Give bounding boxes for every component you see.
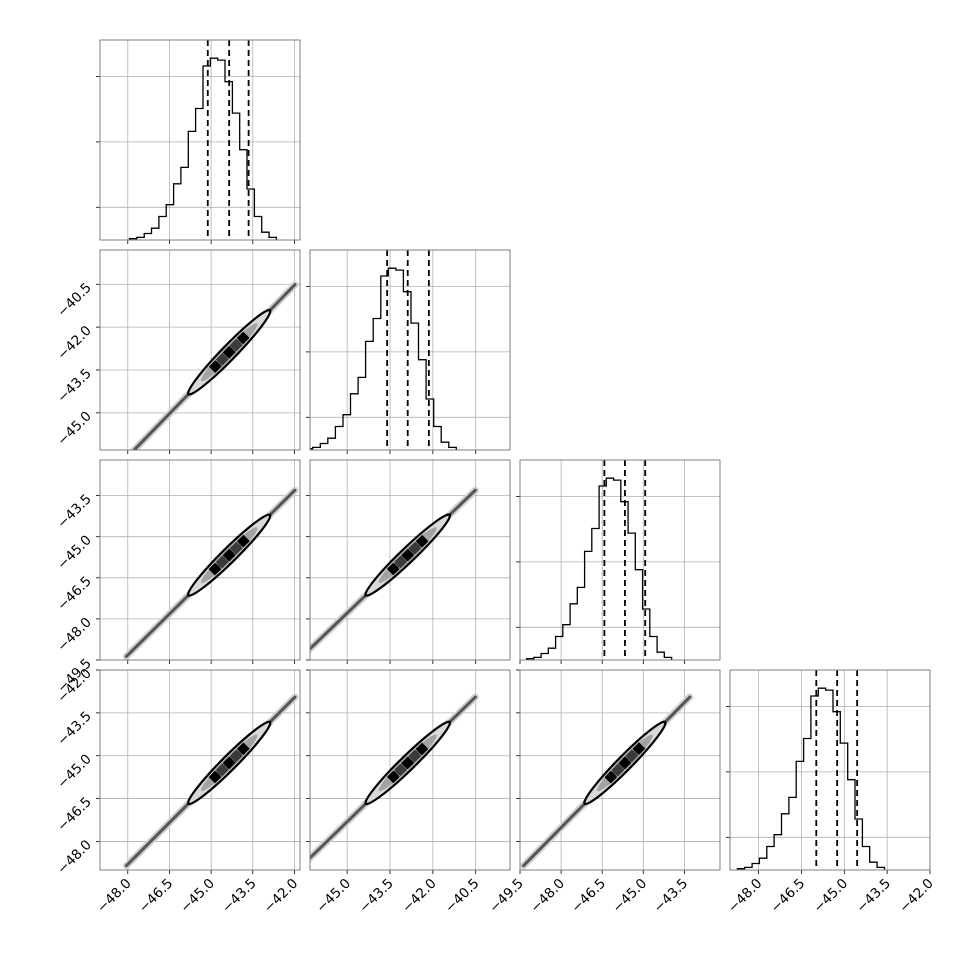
density-cell-1 [215,555,229,569]
ytick-label-2-4: −43.5 [54,491,95,532]
density-cell-4 [415,742,429,756]
xtick-label-0-0: −48.0 [94,876,135,917]
panel-2-2 [516,459,721,664]
panel-frame-0-0 [99,39,301,241]
xtick-label-1-3: −40.5 [442,876,483,917]
xtick-label-2-2: −46.5 [568,876,609,917]
xtick-label-3-1: −46.5 [768,876,809,917]
xtick-label-0-2: −45.0 [177,876,218,917]
contour-group-2-1 [364,513,452,597]
density-cell-3 [229,541,243,555]
panel-frame-1-1 [309,249,511,451]
histogram-0 [128,57,278,240]
contour-line-inner [365,514,451,596]
density-cell-2 [401,548,415,562]
histogram-3 [736,687,886,870]
panel-3-2: −49.5 −48.0 −46.5 −45.0 −43.5 [486,669,721,917]
density-cell-1 [611,763,625,777]
panel-frame-2-1 [309,459,511,661]
density-cell-3 [625,749,639,763]
ytick-label-3-1: −46.5 [54,794,95,835]
panel-3-0: −48.0−46.5−45.0−43.5−42.0−48.0 −46.5 −45.0… [54,666,301,917]
panel-frame-2-0 [99,459,301,661]
density-cell-0 [387,770,400,784]
contour-group-1-0 [186,308,272,396]
xtick-label-0-4: −42.0 [261,876,302,917]
xtick-label-1-1: −43.5 [356,876,397,917]
panel-frame-3-0 [99,669,301,871]
xtick-label-3-3: −43.5 [853,876,894,917]
panel-1-1 [306,249,511,454]
xtick-label-2-1: −48.0 [527,876,568,917]
ytick-label-2-2: −46.5 [54,573,95,614]
xtick-label-2-4: −43.5 [651,876,692,917]
panel-frame-2-2 [519,459,721,661]
ytick-label-2-1: −48.0 [54,614,95,655]
xtick-label-3-0: −48.0 [725,876,766,917]
density-cell-2 [222,756,236,770]
xtick-label-2-3: −45.0 [610,876,651,917]
contour-line-inner [584,721,666,805]
density-cell-4 [237,534,250,548]
panel-1-0: −45.0−43.5−42.0−40.5 [54,249,301,454]
density-cell-4 [415,534,429,548]
ytick-label-1-1: −43.5 [54,366,95,407]
density-cell-0 [208,562,222,576]
contour-line-inner [187,514,271,596]
ytick-label-1-3: −40.5 [54,280,95,321]
panel-2-1 [306,459,511,664]
density-cell-0 [208,360,222,374]
density-cell-1 [394,555,407,569]
density-cell-0 [386,562,400,576]
density-cell-4 [632,742,646,756]
contour-line-inner [365,721,451,805]
ytick-label-1-0: −45.0 [54,408,95,449]
panel-0-0 [96,39,301,244]
histogram-1 [310,267,457,450]
panel-frame-3-2 [519,669,721,871]
ytick-label-2-3: −45.0 [54,532,95,573]
contour-line-inner [187,721,271,805]
density-cell-3 [229,338,243,352]
panel-3-3: −48.0 −46.5 −45.0 −43.5 −42.0 [725,669,937,917]
panel-frame-1-0 [99,249,301,451]
density-cell-0 [604,770,618,784]
ytick-label-1-2: −42.0 [54,323,95,364]
density-cell-3 [408,541,422,555]
density-cell-2 [222,548,236,562]
ytick-label-3-0: −48.0 [54,837,95,878]
histogram-2 [525,477,673,660]
ytick-label-3-2: −45.0 [54,751,95,792]
contour-group-3-2 [583,720,667,806]
contour-group-2-0 [186,513,272,597]
contour-line-inner [187,309,271,395]
xtick-label-3-4: −42.0 [896,876,937,917]
ytick-label-3-3: −43.5 [54,708,95,749]
contour-group-3-1 [364,720,452,806]
xtick-label-1-2: −42.0 [399,876,440,917]
density-cell-2 [401,756,415,770]
density-cell-3 [408,749,422,763]
xtick-label-3-2: −45.0 [811,876,852,917]
contour-group-3-0 [186,720,272,806]
xtick-label-0-1: −46.5 [136,876,177,917]
xtick-label-1-0: −45.0 [313,876,354,917]
xtick-label-2-0: −49.5 [486,876,527,917]
xtick-label-0-3: −43.5 [219,876,260,917]
panel-2-0: −49.5−48.0−46.5−45.0−43.5 [54,459,301,696]
density-cell-1 [394,763,407,777]
density-cell-2 [222,345,236,359]
panel-3-1: −45.0 −43.5 −42.0 −40.5 [306,669,511,917]
density-cell-4 [236,331,250,345]
panel-frame-3-1 [309,669,511,871]
density-cell-2 [618,756,632,770]
density-cell-1 [215,353,229,366]
panel-frame-3-3 [729,669,931,871]
